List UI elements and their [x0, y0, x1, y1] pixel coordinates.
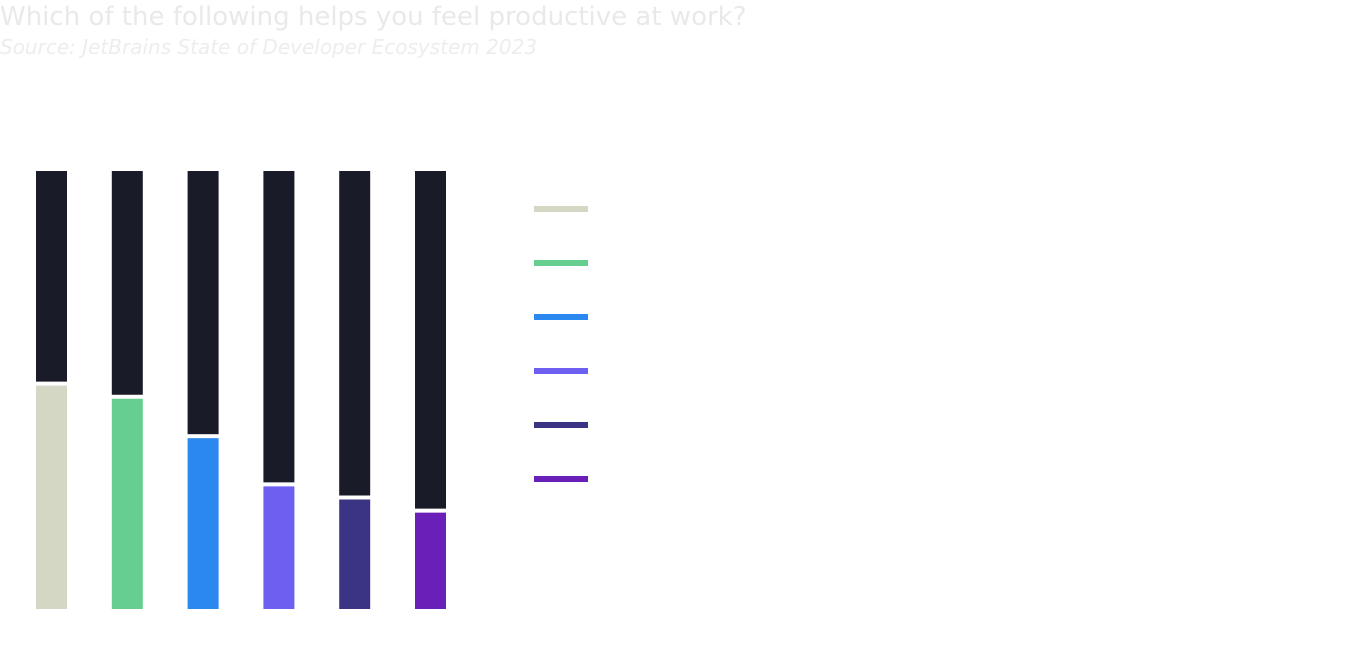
- bar-value-4[interactable]: [263, 486, 295, 609]
- bar-value-6[interactable]: [415, 512, 446, 609]
- chart-title: Which of the following helps you feel pr…: [0, 2, 747, 32]
- bar-remainder-5: [339, 171, 371, 496]
- legend-swatch-5: [534, 422, 588, 428]
- legend-swatch-2: [534, 260, 588, 266]
- bar-remainder-3: [187, 171, 219, 435]
- bar-value-3[interactable]: [187, 438, 219, 609]
- bar-remainder-4: [263, 171, 295, 483]
- legend-swatch-6: [534, 476, 588, 482]
- bar-remainder-6: [415, 171, 446, 509]
- bar-remainder-1: [36, 171, 67, 382]
- bar-value-5[interactable]: [339, 499, 371, 610]
- legend-swatch-1: [534, 206, 588, 212]
- legend-swatch-3: [534, 314, 588, 320]
- legend-swatch-4: [534, 368, 588, 374]
- bar-value-1[interactable]: [36, 385, 67, 609]
- bar-remainder-2: [111, 171, 143, 395]
- chart-subtitle: Source: JetBrains State of Developer Eco…: [0, 35, 538, 59]
- bar-value-2[interactable]: [111, 398, 143, 609]
